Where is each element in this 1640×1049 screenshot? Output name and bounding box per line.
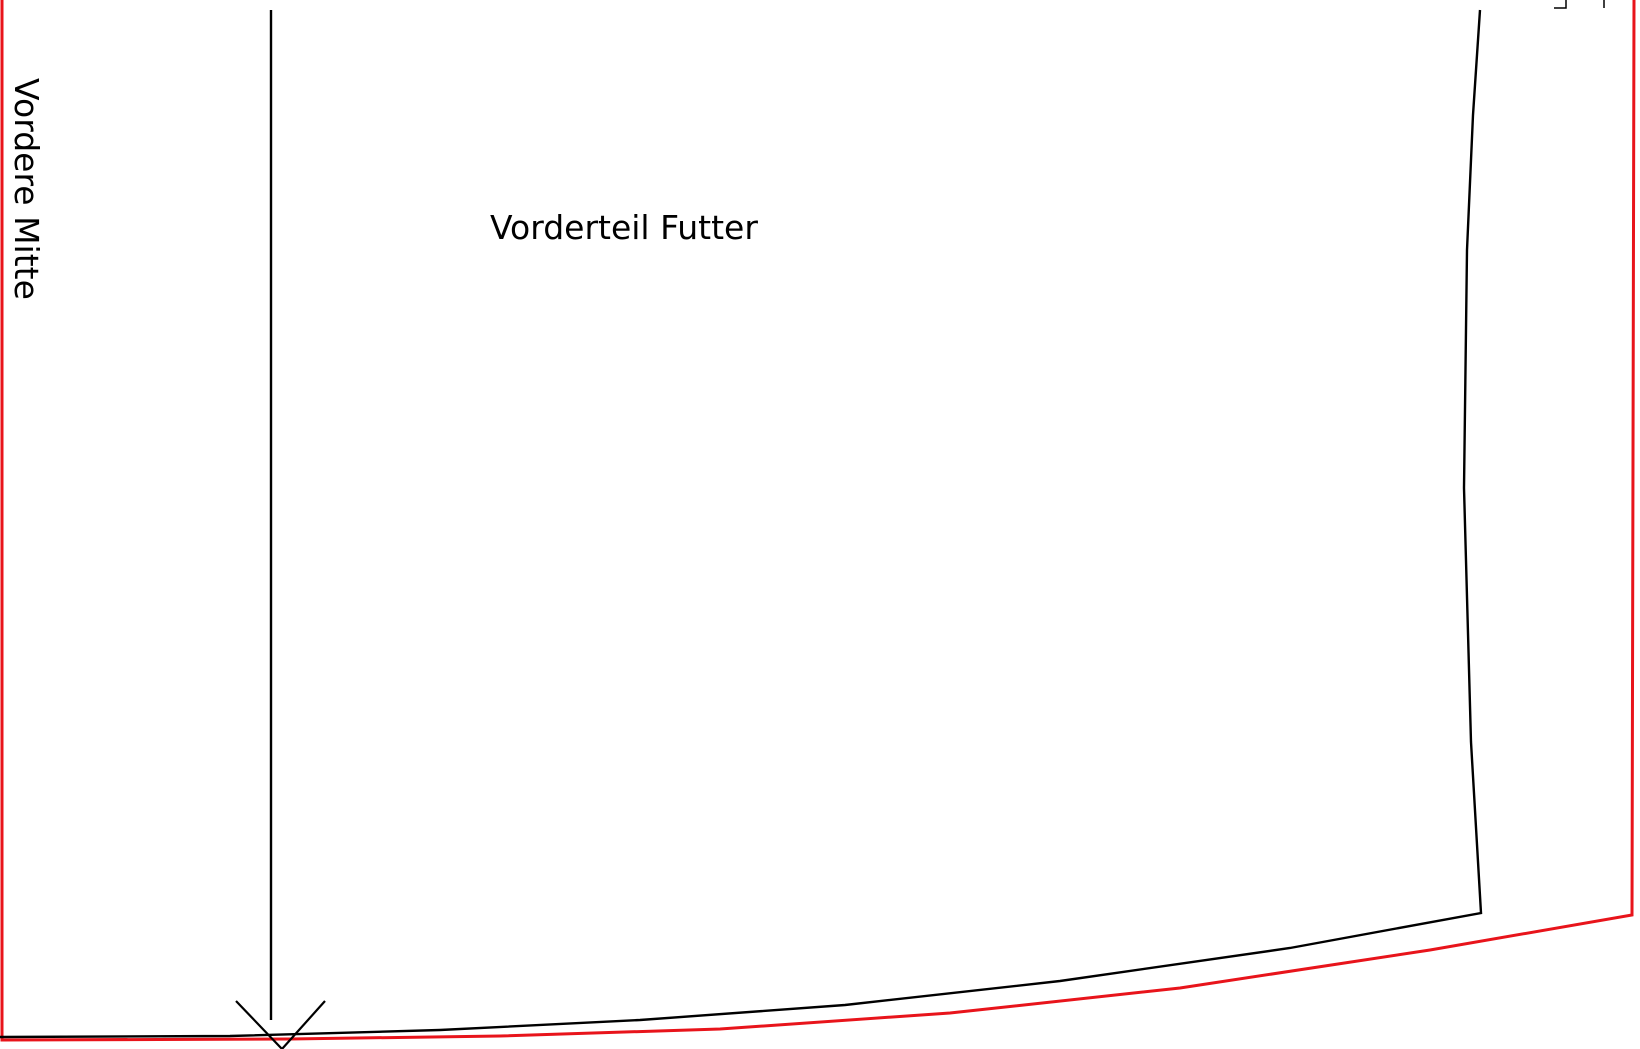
stitch-line-outline xyxy=(0,9,1483,1039)
piece-label: Vorderteil Futter xyxy=(490,208,758,247)
center-notch-marker xyxy=(235,1000,326,1049)
center-front-label: Vordere Mitte xyxy=(7,78,46,300)
corner-mark xyxy=(1554,0,1605,9)
